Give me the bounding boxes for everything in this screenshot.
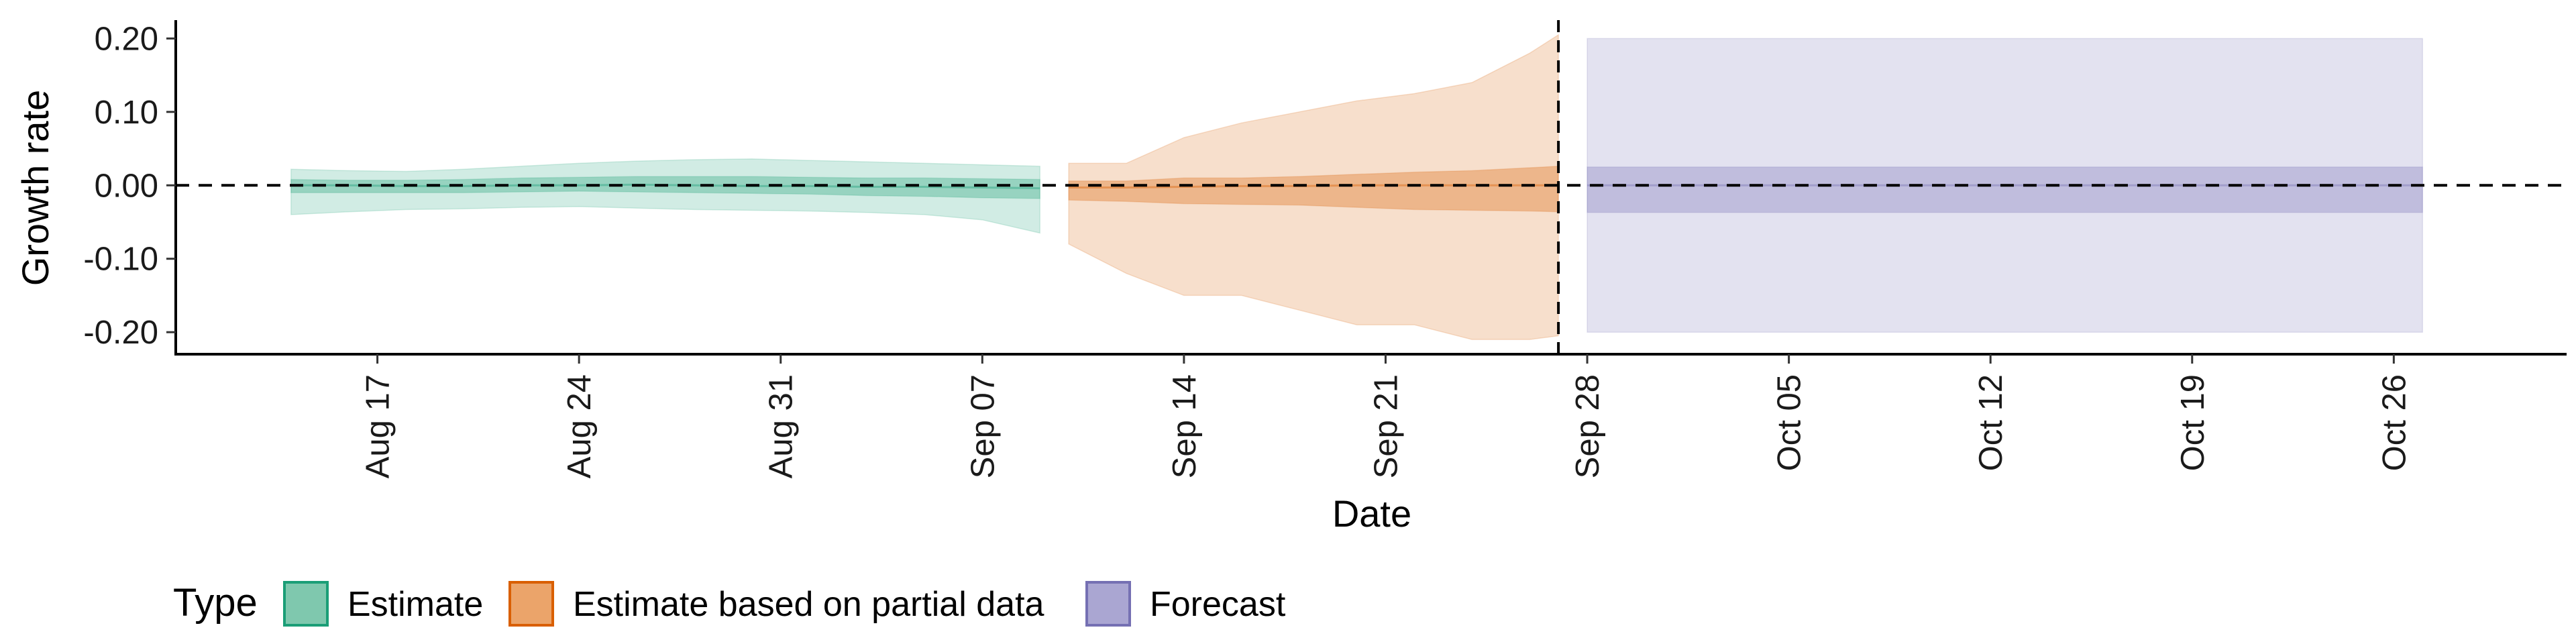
x-axis-title: Date — [1332, 492, 1411, 535]
y-tick-label: 0.10 — [95, 95, 158, 131]
legend-key-1 — [508, 581, 554, 627]
ribbons-layer — [290, 34, 2424, 340]
legend-label-2: Forecast — [1150, 585, 1286, 624]
series-1-outer-band — [1068, 34, 1559, 340]
x-tick-label: Sep 28 — [1570, 374, 1606, 478]
x-tick-label: Aug 31 — [763, 374, 800, 478]
x-tick-label: Sep 21 — [1368, 374, 1405, 478]
series-0-outer-band — [290, 158, 1040, 234]
x-tick-label: Oct 26 — [2376, 374, 2412, 471]
x-tick-label: Oct 05 — [1772, 374, 1808, 471]
y-tick-label: 0.00 — [95, 168, 158, 204]
legend-label-0: Estimate — [347, 585, 483, 624]
series-0-inner-band — [290, 176, 1040, 199]
legend: Type Estimate Estimate based on partial d… — [173, 581, 1286, 627]
x-tick-label: Oct 12 — [1973, 374, 2009, 471]
x-tick-label: Sep 07 — [965, 374, 1001, 478]
x-tick-label: Sep 14 — [1167, 374, 1203, 478]
y-axis-title: Growth rate — [14, 90, 56, 286]
legend-label-1: Estimate based on partial data — [573, 585, 1044, 624]
legend-title: Type — [173, 581, 258, 625]
y-tick-label: -0.20 — [83, 315, 158, 351]
y-tick-label: -0.10 — [83, 241, 158, 278]
x-tick-label: Aug 24 — [561, 374, 598, 478]
reference-lines — [176, 20, 2567, 354]
x-tick-label: Oct 19 — [2175, 374, 2211, 471]
legend-key-0 — [283, 581, 329, 627]
x-tick-label: Aug 17 — [360, 374, 396, 478]
y-tick-label: 0.20 — [95, 21, 158, 57]
series-2-inner-band — [1587, 166, 2424, 213]
legend-key-2 — [1085, 581, 1131, 627]
axes: 0.20 0.10 0.00 -0.10 -0.20 Aug 17 Aug 24 Aug 31… — [83, 20, 2567, 478]
